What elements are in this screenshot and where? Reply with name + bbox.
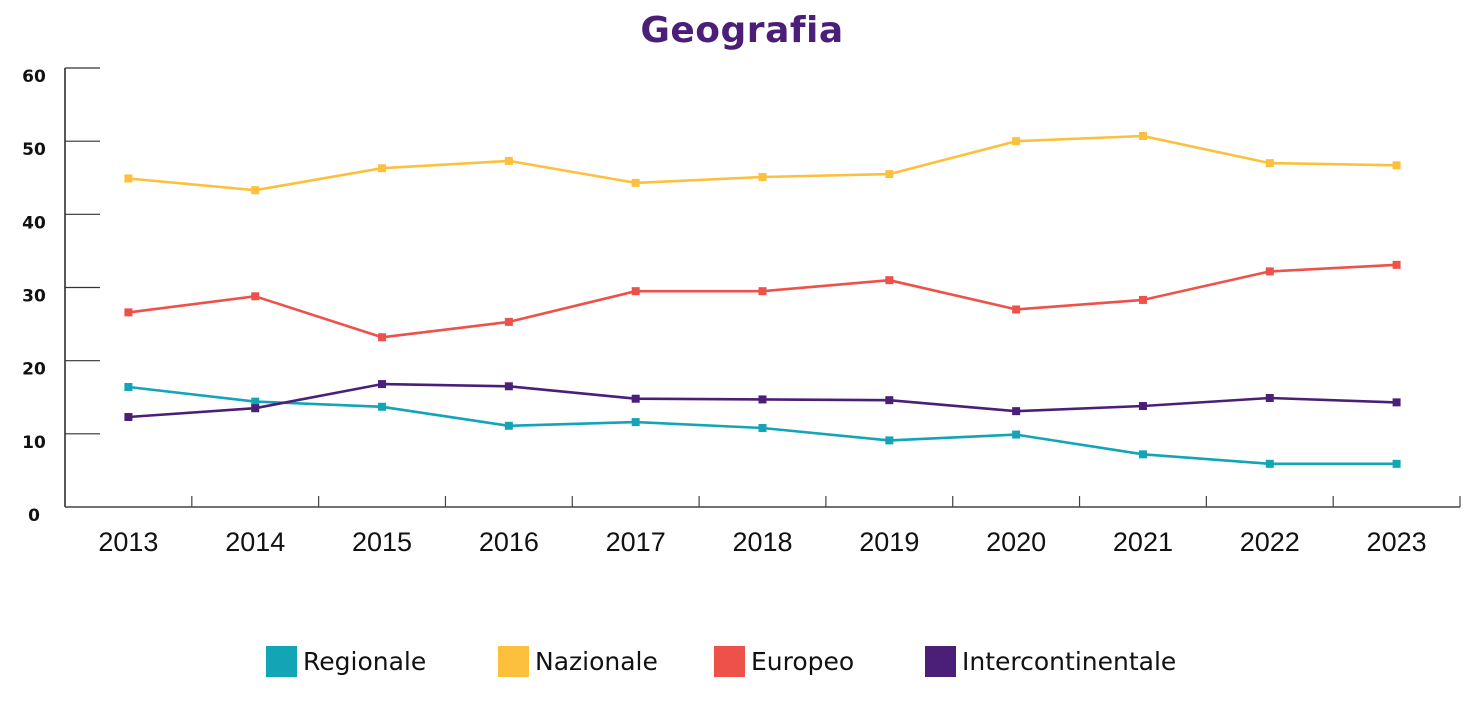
data-point-nazionale: [1012, 137, 1021, 146]
data-point-europeo: [124, 308, 133, 317]
x-tick-label: 2016: [479, 527, 539, 557]
y-tick-label: 40: [22, 213, 46, 233]
data-point-nazionale: [124, 174, 133, 183]
data-point-intercontinentale: [1138, 402, 1147, 411]
data-point-nazionale: [504, 156, 513, 165]
data-point-nazionale: [251, 186, 260, 195]
data-point-regionale: [631, 418, 640, 427]
data-point-regionale: [251, 397, 260, 406]
x-tick-label: 2015: [352, 527, 412, 557]
data-point-intercontinentale: [885, 396, 894, 405]
series-nazionale: [124, 132, 1401, 195]
data-point-intercontinentale: [758, 395, 767, 404]
data-point-nazionale: [885, 170, 894, 179]
data-point-europeo: [1265, 267, 1274, 276]
x-tick-label: 2022: [1240, 527, 1300, 557]
y-tick-label: 30: [22, 287, 46, 307]
x-tick-label: 2020: [986, 527, 1046, 557]
series-intercontinentale: [124, 380, 1401, 422]
data-point-regionale: [378, 402, 387, 411]
y-tick-label: 20: [22, 360, 46, 380]
data-point-nazionale: [631, 178, 640, 187]
series-layer: [124, 132, 1401, 468]
x-tick-label: 2014: [225, 527, 285, 557]
y-tick-label: 10: [22, 433, 46, 453]
axes: 0 10 20 30 40 50 60 2013 2014 2015 2016 2017 2018 201…: [22, 67, 1461, 557]
data-point-europeo: [251, 292, 260, 301]
chart-title: Geografia: [640, 10, 844, 51]
data-point-europeo: [1012, 305, 1021, 314]
series-regionale: [124, 383, 1401, 468]
series-europeo: [124, 260, 1401, 342]
legend-item-europeo: Europeo: [714, 643, 854, 679]
data-point-nazionale: [758, 173, 767, 182]
legend-item-regionale: Regionale: [266, 643, 426, 679]
x-tick-label: 2019: [859, 527, 919, 557]
legend-swatch: [925, 645, 956, 677]
data-point-intercontinentale: [504, 382, 513, 391]
data-point-intercontinentale: [251, 404, 260, 413]
data-point-nazionale: [1138, 132, 1147, 141]
data-point-europeo: [504, 317, 513, 326]
data-point-regionale: [758, 423, 767, 432]
data-point-regionale: [1012, 430, 1021, 439]
data-point-regionale: [885, 436, 894, 445]
y-tick-label: 0: [28, 506, 40, 526]
legend-label: Intercontinentale: [962, 646, 1177, 676]
legend-swatch: [714, 645, 745, 677]
data-point-intercontinentale: [1392, 398, 1401, 407]
x-tick-label: 2017: [606, 527, 666, 557]
series-line-nazionale: [128, 134, 1397, 192]
x-tick-label: 2021: [1113, 527, 1173, 557]
data-point-intercontinentale: [1012, 407, 1021, 416]
data-point-europeo: [631, 287, 640, 296]
x-tick-label: 2013: [98, 527, 158, 557]
legend: Regionale Nazionale Europeo Intercontinenta…: [0, 643, 1484, 679]
data-point-regionale: [1265, 459, 1274, 468]
legend-swatch: [498, 645, 529, 677]
data-point-europeo: [1392, 260, 1401, 269]
data-point-europeo: [885, 276, 894, 285]
data-point-nazionale: [378, 164, 387, 173]
series-line-europeo: [128, 263, 1397, 339]
legend-swatch: [266, 645, 297, 677]
data-point-regionale: [124, 383, 133, 392]
x-tick-label: 2018: [732, 527, 792, 557]
data-point-europeo: [758, 287, 767, 296]
data-point-regionale: [1138, 450, 1147, 459]
x-tick-label: 2023: [1367, 527, 1427, 557]
data-point-intercontinentale: [631, 394, 640, 403]
data-point-intercontinentale: [124, 413, 133, 422]
data-point-europeo: [378, 333, 387, 342]
data-point-regionale: [1392, 459, 1401, 468]
legend-label: Europeo: [751, 646, 855, 676]
data-point-europeo: [1138, 295, 1147, 304]
data-point-regionale: [504, 421, 513, 430]
legend-label: Nazionale: [535, 646, 658, 676]
legend-label: Regionale: [303, 646, 427, 676]
y-tick-label: 50: [22, 140, 46, 160]
data-point-intercontinentale: [378, 380, 387, 389]
data-point-nazionale: [1265, 159, 1274, 168]
data-point-nazionale: [1392, 161, 1401, 170]
legend-item-intercontinentale: Intercontinentale: [925, 643, 1176, 679]
data-point-intercontinentale: [1265, 393, 1274, 402]
legend-item-nazionale: Nazionale: [498, 643, 658, 679]
y-tick-label: 60: [22, 67, 46, 87]
